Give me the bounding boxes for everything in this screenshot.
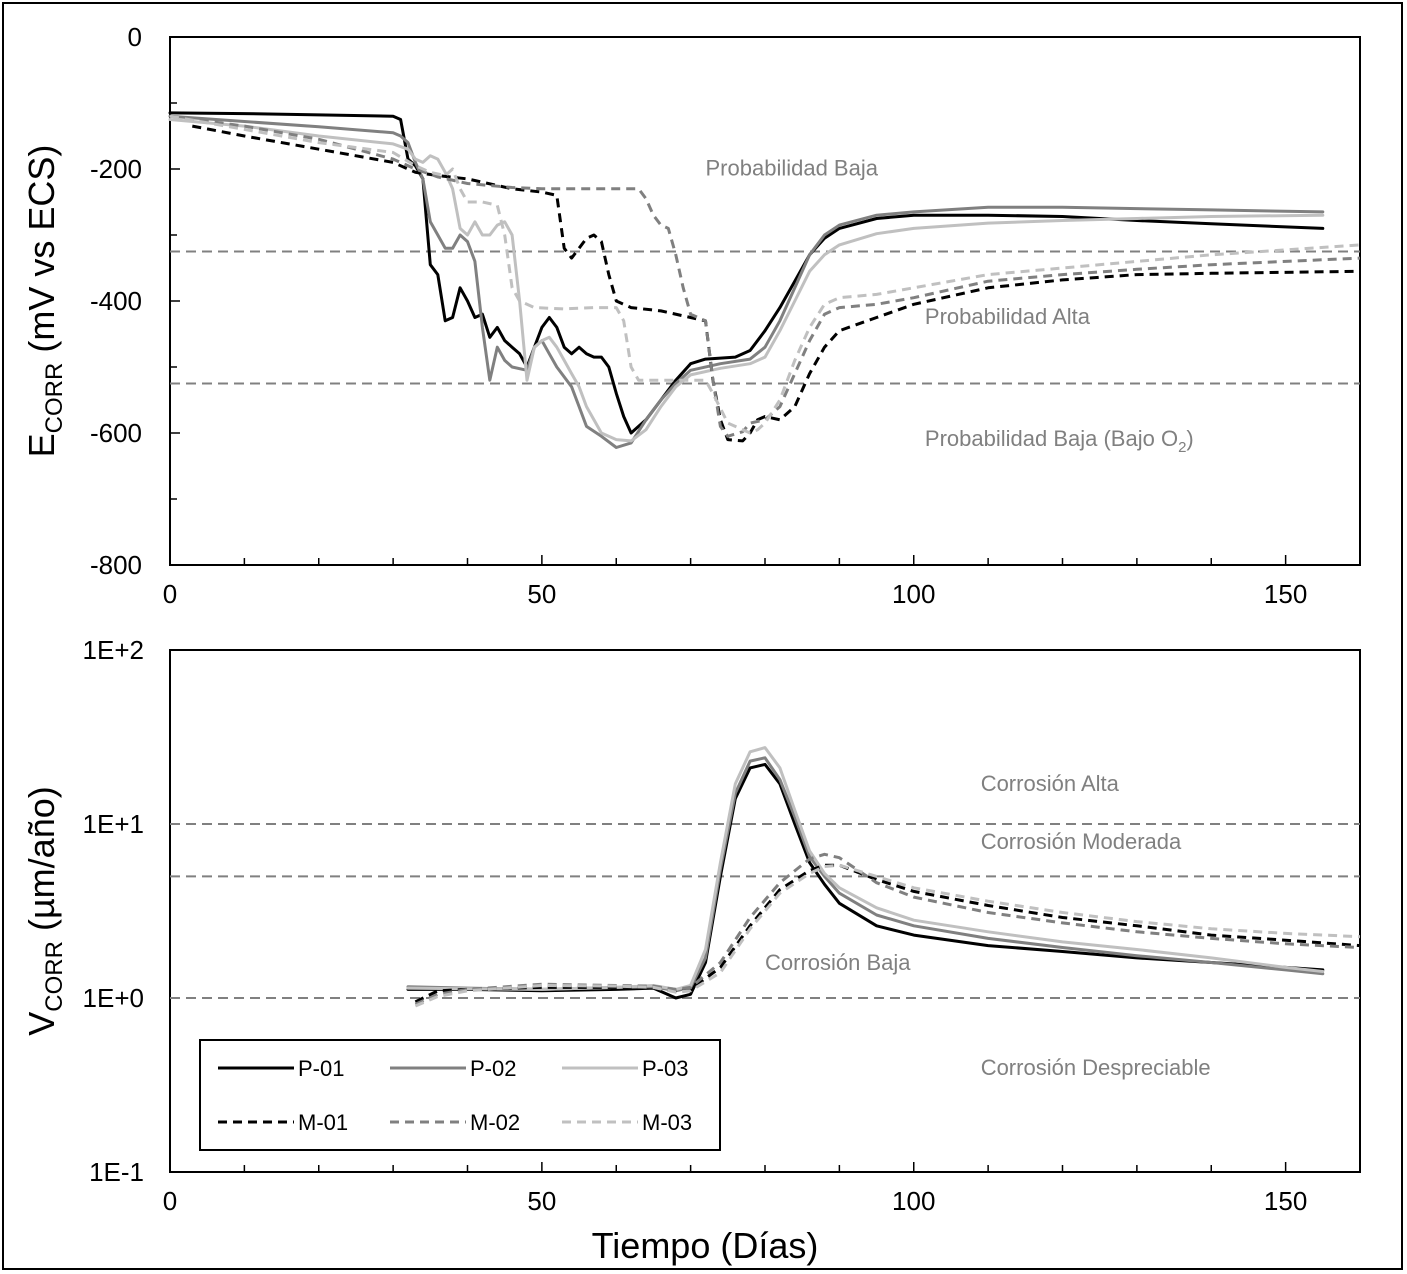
series-line-m-02 bbox=[169, 114, 1361, 438]
zone-label: Corrosión Baja bbox=[765, 950, 911, 975]
zone-label: Probabilidad Alta bbox=[925, 304, 1091, 329]
x-tick-label: 0 bbox=[163, 579, 177, 609]
y-tick-label: 1E+2 bbox=[83, 635, 144, 665]
legend-label-p-02: P-02 bbox=[470, 1056, 516, 1081]
legend-box bbox=[199, 1039, 721, 1151]
legend-label-p-03: P-03 bbox=[642, 1056, 688, 1081]
zone-label-subscript: 2 bbox=[1178, 439, 1186, 456]
x-tick-label: 100 bbox=[892, 1186, 935, 1216]
chart-panel-2: 0 50 100 150 1E+2 1E+1 1E+0 1E-1 Corrosión Alta C… bbox=[21, 635, 1361, 1266]
y-tick-label: -400 bbox=[90, 286, 142, 316]
series-line-m-01 bbox=[414, 863, 1361, 1004]
x-tick-label: 50 bbox=[527, 1186, 556, 1216]
y-axis-title-subscript: CORR bbox=[41, 363, 68, 434]
legend-label-p-01: P-01 bbox=[298, 1056, 344, 1081]
x-axis-title: Tiempo (Días) bbox=[592, 1225, 819, 1266]
zone-label: Probabilidad Baja (Bajo O2) bbox=[925, 426, 1194, 456]
series-line-p-03 bbox=[168, 118, 1325, 443]
series-line-m-03 bbox=[414, 863, 1361, 1008]
zone-label: Probabilidad Baja bbox=[706, 156, 879, 181]
y-axis-title: ECORR (mV vs ECS) bbox=[21, 145, 68, 458]
y-axis-title-subscript: CORR bbox=[41, 941, 68, 1012]
y-tick-label: -200 bbox=[90, 154, 142, 184]
x-tick-label: 100 bbox=[892, 579, 935, 609]
legend-label-m-02: M-02 bbox=[470, 1110, 520, 1135]
legend-label-m-01: M-01 bbox=[298, 1110, 348, 1135]
y-tick-label: 0 bbox=[128, 22, 142, 52]
y-tick-label: 1E+0 bbox=[83, 983, 144, 1013]
chart-panel-1: 0 50 100 150 0 -200 -400 -600 -800 Probabilidad B… bbox=[21, 22, 1361, 609]
y-axis-title-rest: (mV vs ECS) bbox=[21, 145, 62, 363]
x-tick-label: 50 bbox=[527, 579, 556, 609]
y-axis-title-rest: (µm/año) bbox=[21, 786, 62, 941]
y-tick-label: 1E+1 bbox=[83, 809, 144, 839]
series-line-m-03 bbox=[169, 114, 1361, 435]
x-tick-label: 150 bbox=[1264, 579, 1307, 609]
zone-label-tail: ) bbox=[1186, 426, 1193, 451]
x-tick-label: 150 bbox=[1264, 1186, 1307, 1216]
zone-label: Corrosión Moderada bbox=[981, 829, 1182, 854]
zone-label: Corrosión Alta bbox=[981, 771, 1120, 796]
x-tick-label: 0 bbox=[163, 1186, 177, 1216]
y-tick-label: -600 bbox=[90, 418, 142, 448]
legend-label-m-03: M-03 bbox=[642, 1110, 692, 1135]
zone-label: Corrosión Despreciable bbox=[981, 1055, 1211, 1080]
series-line-m-01 bbox=[192, 124, 1361, 443]
y-tick-label: -800 bbox=[90, 550, 142, 580]
y-axis-title: VCORR (µm/año) bbox=[21, 786, 68, 1035]
series-line-p-02 bbox=[168, 114, 1325, 449]
y-tick-label: 1E-1 bbox=[89, 1157, 144, 1187]
